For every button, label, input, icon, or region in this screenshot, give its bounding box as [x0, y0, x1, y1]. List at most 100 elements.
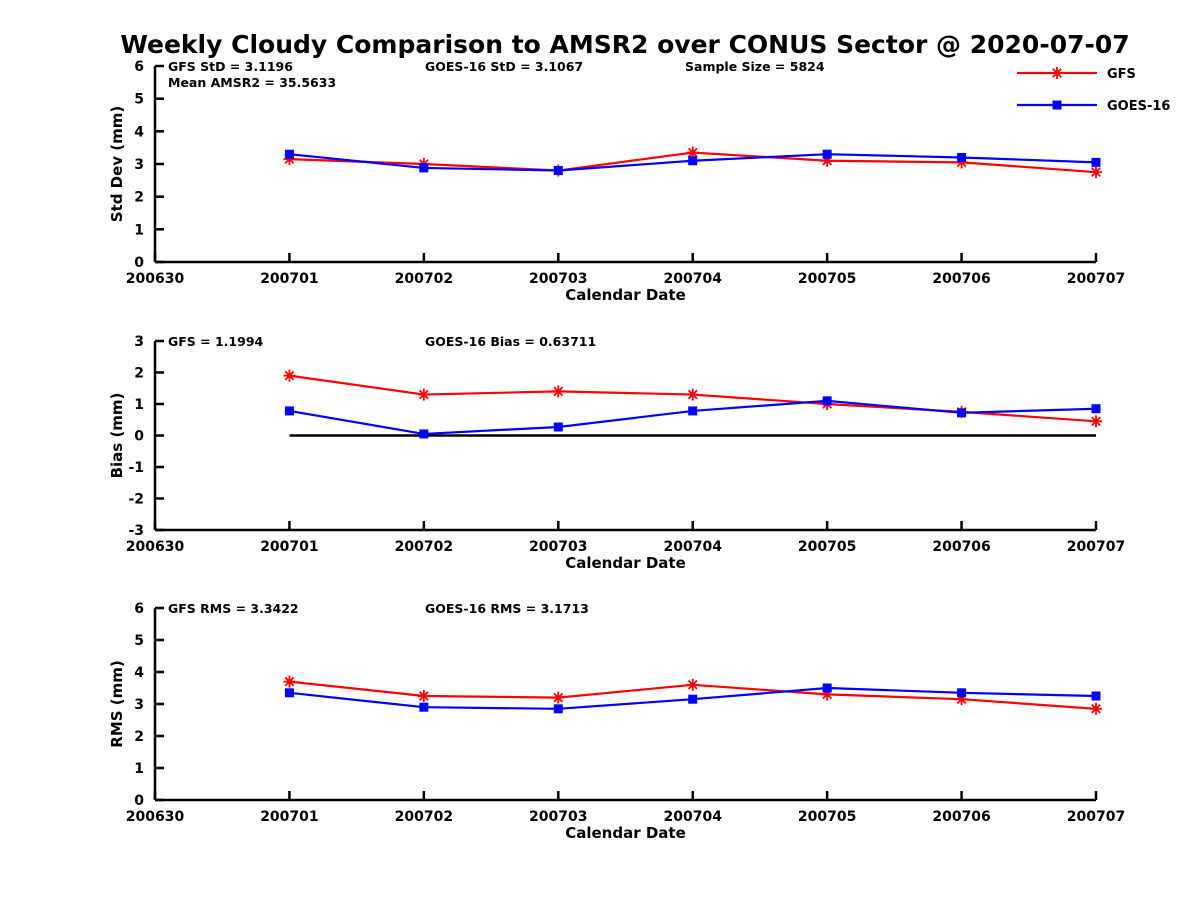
marker-asterisk-spoke — [1091, 167, 1101, 178]
marker-asterisk-spoke — [553, 386, 564, 397]
marker-square — [688, 156, 698, 166]
x-tick-label: 200706 — [932, 809, 990, 825]
y-tick-label: 5 — [134, 92, 144, 108]
marker-square — [553, 704, 563, 714]
marker-asterisk-spoke — [553, 692, 564, 703]
annotation: GFS RMS = 3.3422 — [168, 601, 299, 616]
x-tick-label: 200703 — [529, 809, 587, 825]
x-tick-label: 200706 — [932, 539, 990, 555]
chart-title: Weekly Cloudy Comparison to AMSR2 over C… — [120, 30, 1130, 59]
y-axis-label: Bias (mm) — [108, 393, 126, 479]
x-tick-label: 200704 — [663, 539, 722, 555]
x-tick-label: 200702 — [395, 271, 453, 287]
legend-label-gfs: GFS — [1107, 67, 1136, 82]
subplot-3: 0 1 2 3 4 5 6 200630 200701 200702 200703 200704 200… — [108, 601, 1125, 842]
marker-square — [957, 408, 967, 418]
marker-square — [1091, 157, 1101, 167]
marker-square — [957, 152, 967, 162]
x-tick-label: 200704 — [663, 271, 722, 287]
y-tick-label: 2 — [134, 729, 144, 745]
x-axis-label: Calendar Date — [565, 554, 686, 572]
marker-square — [822, 149, 832, 159]
x-tick-label: 200705 — [798, 539, 856, 555]
annotation: Mean AMSR2 = 35.5633 — [168, 75, 336, 90]
x-tick-label: 200703 — [529, 539, 587, 555]
marker-asterisk-spoke — [687, 389, 698, 400]
marker-asterisk-spoke — [418, 691, 429, 701]
x-tick-label: 200707 — [1067, 539, 1125, 555]
x-tick-label: 200701 — [260, 271, 318, 287]
marker-square — [688, 406, 698, 416]
annotation: GOES-16 RMS = 3.1713 — [425, 601, 589, 616]
marker-square — [419, 163, 429, 173]
x-tick-label: 200707 — [1067, 271, 1125, 287]
annotation: GOES-16 Bias = 0.63711 — [425, 334, 596, 349]
subplot-2: -3 -2 -1 0 1 2 3 200630 200701 200702 200703 200704… — [108, 334, 1125, 572]
x-tick-label: 200702 — [395, 539, 453, 555]
x-tick-label: 200707 — [1067, 809, 1125, 825]
y-tick-label: 3 — [134, 697, 144, 713]
marker-square — [553, 422, 563, 432]
marker-asterisk-spoke — [284, 676, 295, 687]
x-tick-label: 200705 — [798, 809, 856, 825]
y-axis-label: RMS (mm) — [108, 660, 126, 747]
y-tick-label: 1 — [134, 761, 144, 777]
annotation: GFS = 1.1994 — [168, 334, 264, 349]
y-tick-label: 4 — [134, 665, 144, 681]
y-tick-label: 4 — [134, 124, 144, 140]
marker-square — [1091, 691, 1101, 701]
subplot-1: 0 1 2 3 4 5 6 200630 200701 200702 200703 200704 200… — [108, 59, 1170, 304]
legend-label-goes-16: GOES-16 — [1107, 99, 1170, 114]
marker-asterisk-spoke — [284, 370, 295, 381]
marker-asterisk-spoke — [1052, 68, 1062, 78]
marker-square — [553, 166, 563, 176]
y-tick-label: 5 — [134, 633, 144, 649]
x-tick-label: 200701 — [260, 539, 318, 555]
x-tick-label: 200703 — [529, 271, 587, 287]
x-tick-label: 200701 — [260, 809, 318, 825]
y-tick-label: 6 — [134, 601, 144, 617]
x-tick-label: 200630 — [126, 271, 185, 287]
marker-asterisk-spoke — [687, 147, 698, 158]
marker-square — [419, 429, 429, 439]
x-tick-label: 200705 — [798, 271, 856, 287]
annotation: GFS StD = 3.1196 — [168, 59, 293, 74]
y-tick-label: 3 — [134, 334, 144, 350]
marker-square — [822, 396, 832, 406]
x-axis-label: Calendar Date — [565, 286, 686, 304]
y-tick-label: -2 — [128, 492, 144, 508]
y-tick-label: 2 — [134, 366, 144, 382]
x-axis-label: Calendar Date — [565, 824, 686, 842]
x-tick-label: 200706 — [932, 271, 990, 287]
y-tick-label: 0 — [134, 793, 144, 809]
y-tick-label: 1 — [134, 397, 144, 413]
y-tick-label: 0 — [134, 429, 144, 445]
x-tick-label: 200630 — [126, 809, 185, 825]
marker-square — [419, 702, 429, 712]
marker-square — [957, 688, 967, 698]
series-line-goes-16 — [289, 399, 1097, 436]
marker-square — [688, 694, 698, 704]
y-tick-label: 2 — [134, 190, 144, 206]
marker-square — [1052, 100, 1062, 110]
y-axis-label: Std Dev (mm) — [108, 106, 126, 223]
marker-asterisk-spoke — [687, 679, 698, 690]
y-tick-label: 3 — [134, 157, 144, 173]
y-tick-label: -1 — [128, 460, 144, 476]
marker-square — [822, 683, 832, 693]
y-tick-label: -3 — [128, 523, 144, 539]
marker-asterisk-spoke — [1091, 703, 1101, 714]
x-tick-label: 200704 — [663, 809, 722, 825]
marker-square — [1091, 404, 1101, 414]
marker-asterisk-spoke — [418, 389, 429, 400]
x-tick-label: 200630 — [126, 539, 185, 555]
marker-square — [284, 149, 294, 159]
annotation: GOES-16 StD = 3.1067 — [425, 59, 583, 74]
y-tick-label: 0 — [134, 255, 144, 271]
x-tick-label: 200702 — [395, 809, 453, 825]
y-tick-label: 6 — [134, 59, 144, 75]
marker-square — [284, 406, 294, 416]
annotation: Sample Size = 5824 — [685, 59, 825, 74]
marker-asterisk-spoke — [1091, 416, 1101, 427]
